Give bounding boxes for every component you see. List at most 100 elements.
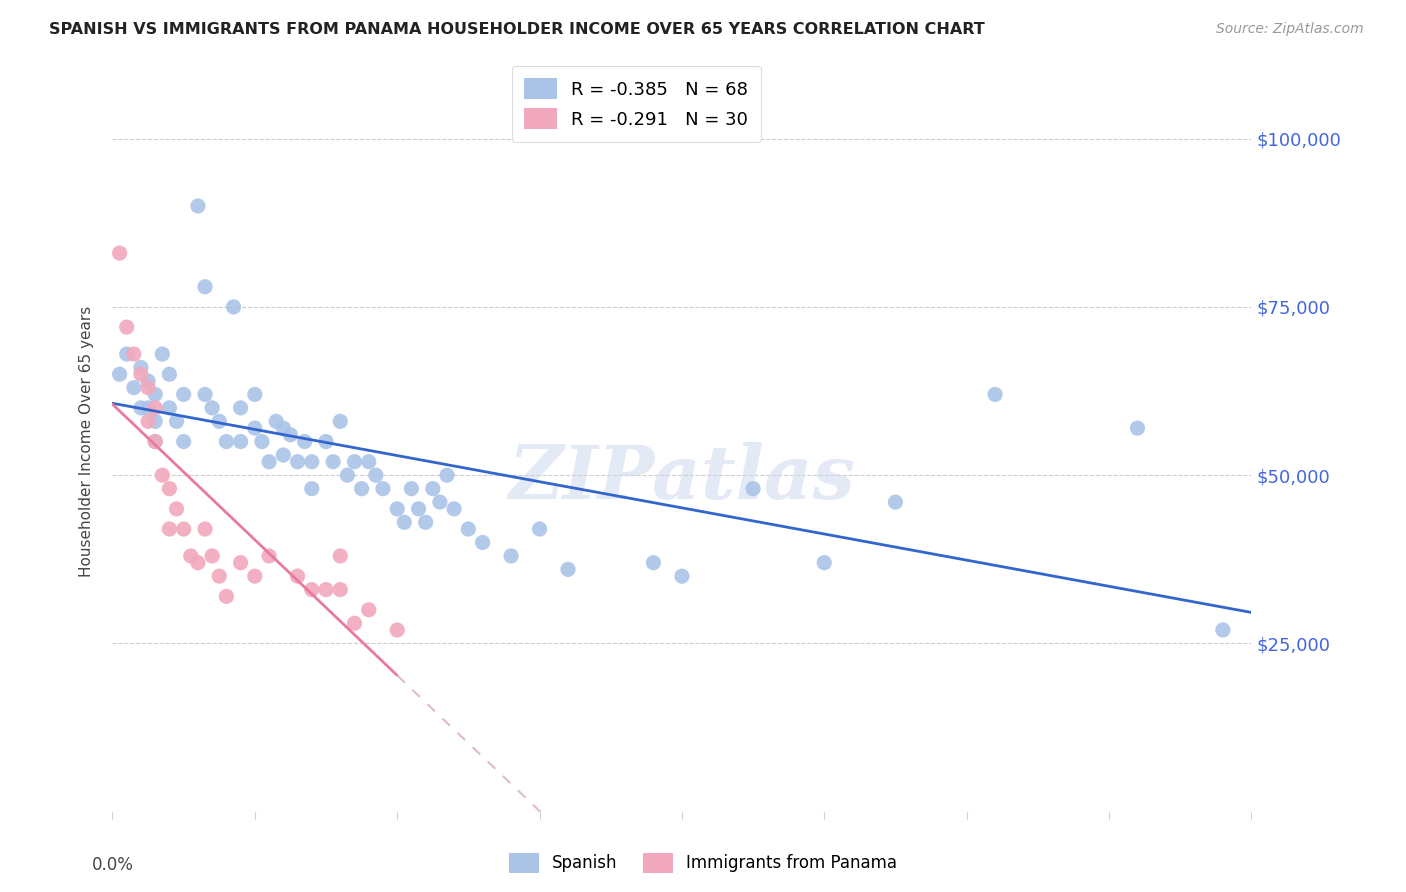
- Point: [136, 414, 159, 428]
- Point: [108, 368, 131, 382]
- Point: [336, 468, 359, 483]
- Point: [122, 347, 145, 361]
- Point: [136, 374, 159, 388]
- Point: [371, 482, 394, 496]
- Point: [443, 501, 465, 516]
- Point: [408, 501, 430, 516]
- Point: [215, 590, 238, 604]
- Point: [471, 535, 494, 549]
- Point: [436, 468, 458, 483]
- Point: [173, 522, 195, 536]
- Point: [257, 549, 280, 563]
- Point: [287, 569, 309, 583]
- Point: [343, 616, 366, 631]
- Point: [129, 368, 152, 382]
- Point: [150, 468, 173, 483]
- Point: [257, 455, 280, 469]
- Point: [401, 482, 423, 496]
- Point: [1126, 421, 1149, 435]
- Point: [187, 556, 209, 570]
- Point: [343, 455, 366, 469]
- Point: [287, 455, 309, 469]
- Point: [813, 556, 835, 570]
- Point: [208, 569, 231, 583]
- Point: [166, 414, 188, 428]
- Point: [243, 569, 266, 583]
- Point: [322, 455, 344, 469]
- Point: [143, 434, 166, 449]
- Point: [143, 414, 166, 428]
- Point: [180, 549, 202, 563]
- Point: [742, 482, 765, 496]
- Point: [357, 603, 380, 617]
- Point: [385, 501, 409, 516]
- Point: [136, 401, 159, 415]
- Point: [159, 482, 180, 496]
- Point: [364, 468, 387, 483]
- Point: [187, 199, 209, 213]
- Text: ZIPatlas: ZIPatlas: [509, 442, 855, 515]
- Point: [671, 569, 693, 583]
- Point: [159, 401, 180, 415]
- Legend: R = -0.385   N = 68, R = -0.291   N = 30: R = -0.385 N = 68, R = -0.291 N = 30: [512, 66, 761, 142]
- Point: [201, 401, 224, 415]
- Point: [294, 434, 316, 449]
- Point: [108, 246, 131, 260]
- Point: [159, 522, 180, 536]
- Point: [264, 414, 287, 428]
- Point: [422, 482, 444, 496]
- Legend: Spanish, Immigrants from Panama: Spanish, Immigrants from Panama: [502, 847, 904, 880]
- Point: [115, 320, 138, 334]
- Point: [643, 556, 665, 570]
- Point: [884, 495, 907, 509]
- Text: 0.0%: 0.0%: [91, 856, 134, 874]
- Point: [143, 434, 166, 449]
- Point: [229, 434, 252, 449]
- Point: [429, 495, 451, 509]
- Point: [350, 482, 373, 496]
- Point: [129, 360, 152, 375]
- Point: [280, 427, 302, 442]
- Point: [271, 421, 295, 435]
- Point: [301, 482, 323, 496]
- Point: [329, 414, 352, 428]
- Point: [394, 516, 416, 530]
- Point: [315, 582, 337, 597]
- Point: [143, 387, 166, 401]
- Point: [1212, 623, 1234, 637]
- Point: [243, 387, 266, 401]
- Point: [173, 434, 195, 449]
- Point: [301, 455, 323, 469]
- Point: [301, 582, 323, 597]
- Point: [415, 516, 437, 530]
- Point: [129, 401, 152, 415]
- Point: [173, 387, 195, 401]
- Point: [115, 347, 138, 361]
- Point: [243, 421, 266, 435]
- Point: [222, 300, 245, 314]
- Point: [159, 368, 180, 382]
- Point: [194, 279, 217, 293]
- Point: [557, 562, 579, 576]
- Point: [271, 448, 295, 462]
- Point: [194, 522, 217, 536]
- Point: [136, 381, 159, 395]
- Point: [150, 347, 173, 361]
- Point: [208, 414, 231, 428]
- Text: SPANISH VS IMMIGRANTS FROM PANAMA HOUSEHOLDER INCOME OVER 65 YEARS CORRELATION C: SPANISH VS IMMIGRANTS FROM PANAMA HOUSEH…: [49, 22, 986, 37]
- Point: [166, 501, 188, 516]
- Point: [385, 623, 409, 637]
- Point: [201, 549, 224, 563]
- Point: [229, 401, 252, 415]
- Point: [329, 582, 352, 597]
- Point: [357, 455, 380, 469]
- Text: Source: ZipAtlas.com: Source: ZipAtlas.com: [1216, 22, 1364, 37]
- Point: [194, 387, 217, 401]
- Point: [529, 522, 551, 536]
- Point: [457, 522, 479, 536]
- Point: [250, 434, 273, 449]
- Y-axis label: Householder Income Over 65 years: Householder Income Over 65 years: [79, 306, 94, 577]
- Point: [229, 556, 252, 570]
- Point: [315, 434, 337, 449]
- Point: [501, 549, 523, 563]
